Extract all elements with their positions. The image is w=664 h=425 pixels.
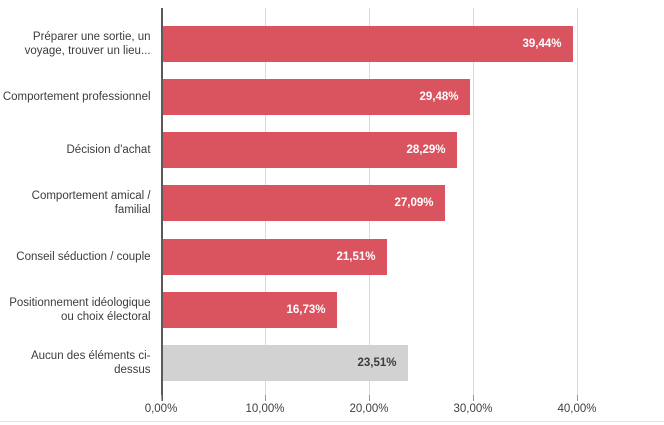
x-tick-label: 40,00%: [557, 403, 597, 415]
bar-row: Comportement professionnel 29,48%: [0, 70, 664, 123]
bar-row: Préparer une sortie, un voyage, trouver …: [0, 17, 664, 70]
value-label: 27,09%: [394, 197, 434, 210]
bar-row: Décision d'achat 28,29%: [0, 124, 664, 177]
bar: 23,51%: [162, 345, 408, 382]
bar: 27,09%: [162, 185, 445, 222]
value-label: 23,51%: [357, 357, 397, 370]
bar: 28,29%: [162, 132, 457, 169]
category-label: Comportement amical / familial: [31, 190, 151, 217]
x-tick-mark: [369, 395, 370, 401]
gridline-40: [577, 8, 578, 395]
value-label: 29,48%: [419, 90, 459, 103]
y-axis-line: [161, 8, 163, 401]
bar: 39,44%: [162, 25, 573, 62]
bar: 16,73%: [162, 292, 337, 329]
category-label: Aucun des éléments ci-dessus: [30, 350, 151, 377]
x-axis: 0,00% 10,00% 20,00% 30,00% 40,00%: [145, 403, 664, 419]
bar: 29,48%: [162, 78, 470, 115]
x-tick-mark: [473, 395, 474, 401]
bar-row: Positionnement idéologique ou choix élec…: [0, 283, 664, 336]
value-label: 39,44%: [522, 37, 562, 50]
x-tick-mark: [265, 395, 266, 401]
x-tick-mark: [161, 395, 162, 401]
category-label: Conseil séduction / couple: [16, 250, 151, 263]
x-tick-label: 0,00%: [144, 403, 178, 415]
value-label: 28,29%: [406, 144, 446, 157]
bar-rows: Préparer une sortie, un voyage, trouver …: [0, 17, 664, 390]
bar-row: Conseil séduction / couple 21,51%: [0, 230, 664, 283]
gridline-30: [473, 8, 474, 395]
category-label: Positionnement idéologique ou choix élec…: [9, 297, 151, 324]
value-label: 16,73%: [286, 304, 326, 317]
bar-row: Comportement amical / familial 27,09%: [0, 177, 664, 230]
bar-row: Aucun des éléments ci-dessus 23,51%: [0, 337, 664, 390]
page-bottom-border: [0, 421, 664, 422]
x-tick-mark: [577, 395, 578, 401]
value-label: 21,51%: [336, 250, 376, 263]
bar: 21,51%: [162, 238, 387, 275]
x-tick-label: 10,00%: [245, 403, 285, 415]
x-tick-label: 30,00%: [453, 403, 493, 415]
category-label: Préparer une sortie, un voyage, trouver …: [24, 30, 151, 57]
category-label: Décision d'achat: [66, 144, 151, 157]
x-tick-label: 20,00%: [349, 403, 389, 415]
category-label: Comportement professionnel: [2, 90, 151, 103]
